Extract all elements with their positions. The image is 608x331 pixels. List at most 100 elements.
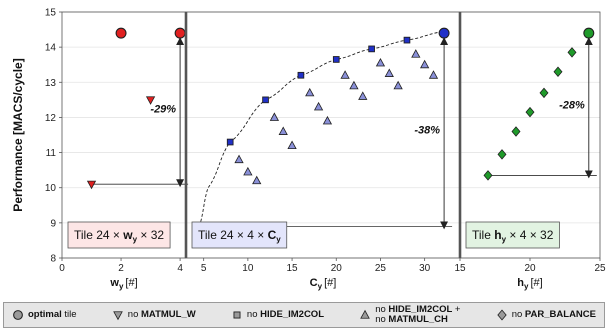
- data-point-triangle-up: [252, 175, 262, 185]
- legend-label: no PAR_BALANCE: [511, 309, 596, 321]
- data-point-triangle-up: [269, 112, 280, 121]
- tile-label-symbol: w: [122, 228, 133, 242]
- legend-label: no HIDE_IM2COL: [246, 309, 324, 321]
- x-axis-symbol: C: [310, 277, 318, 289]
- x-tick-label: 30: [419, 263, 431, 274]
- x-axis-unit: [#]: [324, 277, 336, 289]
- tile-label-suffix: × 4 × 32: [506, 228, 554, 242]
- data-point-triangle-up: [305, 87, 315, 97]
- y-tick-label: 8: [50, 254, 56, 265]
- x-axis-label: hy [#]: [517, 277, 542, 291]
- legend-label-line2: no MATMUL_CH: [375, 314, 448, 325]
- data-point-triangle-up: [411, 49, 421, 58]
- tile-label-subscript: y: [276, 235, 281, 244]
- y-tick-label: 11: [46, 148, 57, 159]
- legend-label: no MATMUL_W: [127, 309, 196, 321]
- data-point-triangle-up: [384, 68, 394, 77]
- trend-curve: [198, 30, 445, 227]
- tile-label: Tile 24 × wy × 32: [67, 221, 171, 249]
- legend-marker-shape: [497, 309, 507, 321]
- data-point-diamond: [553, 66, 563, 77]
- y-tick-label: 12: [45, 113, 57, 124]
- data-point-triangle-up: [322, 115, 333, 125]
- legend-marker-shape: [360, 309, 371, 319]
- x-tick-label: 20: [524, 263, 536, 274]
- data-point-square: [262, 96, 269, 104]
- x-axis-symbol: w: [109, 277, 119, 289]
- x-tick-label: 25: [594, 263, 606, 274]
- x-axis-subscript: y: [524, 282, 529, 291]
- data-point-triangle-up: [243, 166, 253, 176]
- data-point-diamond: [525, 106, 535, 118]
- legend-marker-shape: [233, 311, 241, 319]
- legend-label-line1: no HIDE_IM2COL +: [375, 304, 461, 316]
- tile-label-prefix: Tile 24 ×: [74, 228, 123, 242]
- legend-marker-square-icon: [233, 311, 241, 319]
- y-tick-label: 10: [45, 183, 57, 194]
- x-tick-label: 15: [454, 263, 466, 274]
- data-point-diamond: [567, 47, 577, 58]
- x-axis-label: Cy [#]: [310, 277, 337, 291]
- panel-frame: [61, 11, 187, 259]
- data-point-square: [226, 138, 234, 146]
- y-tick-label: 13: [45, 78, 57, 89]
- data-point-circle: [115, 27, 127, 39]
- data-point-circle: [438, 27, 450, 39]
- legend-item-diamond: no PAR_BALANCE: [496, 309, 596, 321]
- data-point-diamond: [511, 126, 521, 137]
- data-point-triangle-up: [278, 126, 288, 135]
- x-tick-label: 25: [375, 263, 387, 274]
- data-point-circle: [583, 27, 595, 39]
- legend-label: optimal tile: [28, 309, 77, 321]
- legend-item-circle: optimal tile: [12, 309, 77, 321]
- tile-label-box: [465, 221, 560, 249]
- legend-marker-diamond-icon: [497, 309, 507, 321]
- x-axis-label: wy [#]: [109, 277, 137, 291]
- x-tick-label: 5: [201, 263, 207, 274]
- tile-label-text: Tile hy × 4 × 32: [472, 228, 554, 244]
- data-point-triangle-up: [287, 140, 297, 150]
- data-point-triangle-up: [340, 70, 350, 79]
- legend-marker-shape: [13, 310, 23, 320]
- x-tick-label: 0: [59, 263, 65, 274]
- legend-marker-shape: [112, 311, 123, 321]
- data-point-square: [368, 45, 375, 53]
- data-point-circle: [174, 27, 186, 39]
- drop-annotation: -28%: [559, 99, 585, 111]
- tile-label: Tile hy × 4 × 32: [465, 221, 560, 249]
- x-tick-label: 20: [331, 263, 343, 274]
- data-point-square: [403, 36, 411, 44]
- tile-label: Tile 24 × 4 × Cy: [191, 221, 288, 249]
- data-point-triangle-down: [86, 180, 97, 190]
- y-tick-label: 9: [50, 218, 56, 229]
- tile-label-prefix: Tile: [472, 228, 494, 242]
- x-axis-unit: [#]: [125, 277, 137, 289]
- y-tick-label: 15: [45, 8, 57, 19]
- legend-item-square: no HIDE_IM2COL: [231, 309, 324, 321]
- legend-item-triangle-up: no HIDE_IM2COL + no MATMUL_CH: [359, 305, 460, 325]
- legend-marker-circle-icon: [13, 310, 23, 320]
- tile-label-symbol: C: [268, 228, 277, 242]
- data-point-triangle-up: [428, 70, 439, 79]
- plot-area: Performance [MACS/cycle] 0 2 4 8 9 10 11 12 13 14 1…: [11, 8, 606, 292]
- data-point-triangle-up: [358, 91, 368, 100]
- y-tick-label: 14: [45, 43, 57, 54]
- data-point-triangle-up: [313, 101, 324, 111]
- legend-item-triangle-down: no MATMUL_W: [112, 309, 196, 321]
- tile-label-suffix: × 32: [137, 228, 164, 242]
- tile-label-box: [191, 221, 288, 249]
- data-point-triangle-up: [375, 57, 386, 67]
- data-point-triangle-up: [349, 80, 359, 90]
- tile-label-box: [67, 221, 171, 249]
- drop-annotation: -29%: [150, 104, 176, 116]
- x-axis-unit: [#]: [530, 277, 542, 289]
- tile-label-subscript: y: [133, 235, 138, 244]
- legend: optimal tile no MATMUL_W no HIDE_IM2COL no …: [3, 302, 605, 328]
- tile-label-symbol: h: [494, 228, 501, 242]
- x-tick-label: 2: [118, 263, 124, 274]
- data-point-square: [332, 56, 340, 63]
- data-point-triangle-up: [420, 59, 430, 69]
- data-point-triangle-down: [145, 96, 156, 105]
